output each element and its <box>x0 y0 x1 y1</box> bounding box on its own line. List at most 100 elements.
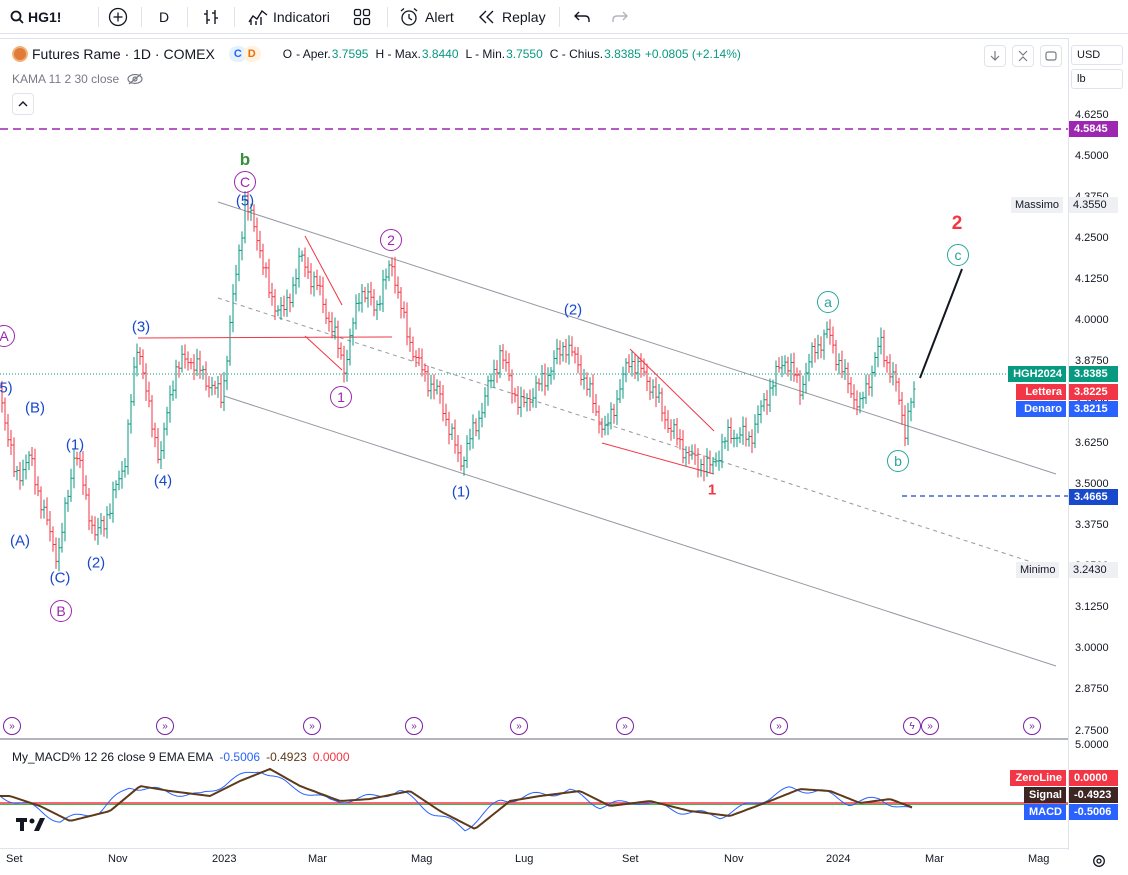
compare-button[interactable] <box>108 0 128 34</box>
high-value: 3.8440 <box>421 47 459 61</box>
event-marker-icon[interactable]: » <box>770 717 788 735</box>
wave-label-2-circle[interactable]: 2 <box>380 229 402 251</box>
interval-button[interactable]: D <box>159 0 169 34</box>
event-marker-icon[interactable]: » <box>616 717 634 735</box>
wave-label-b-paren[interactable]: (B) <box>25 399 45 417</box>
event-marker-icon[interactable]: » <box>303 717 321 735</box>
event-marker-icon[interactable]: » <box>921 717 939 735</box>
ohlc-bar <box>63 497 67 542</box>
dividend-marker-icon[interactable]: ϟ <box>903 717 921 735</box>
settings-gear-button[interactable] <box>1089 851 1109 871</box>
replay-label: Replay <box>502 9 546 25</box>
currency-select[interactable]: USD <box>1071 45 1123 65</box>
ohlc-bar <box>255 217 259 251</box>
ohlc-bar <box>837 353 841 375</box>
ohlc-bar <box>561 342 565 362</box>
wave-label-b-circle[interactable]: B <box>50 600 72 622</box>
ohlc-bar <box>9 429 13 455</box>
channel-lower-line <box>223 395 1057 667</box>
price-tick-label: 3.5000 <box>1075 478 1109 490</box>
event-marker-icon[interactable]: » <box>405 717 423 735</box>
ohlc-bar <box>714 452 718 467</box>
wave-label-2-paren[interactable]: (2) <box>86 554 106 572</box>
price-chart[interactable] <box>0 38 1068 848</box>
ohlc-bar <box>699 459 703 477</box>
tradingview-logo[interactable] <box>16 816 46 837</box>
ohlc-bar <box>474 418 478 437</box>
ohlc-bar <box>558 340 562 365</box>
replay-button[interactable]: Replay <box>478 0 546 34</box>
wave-label-a-circle-teal[interactable]: a <box>817 291 839 313</box>
eye-off-icon[interactable] <box>127 73 143 85</box>
chart-type-button[interactable] <box>202 0 220 34</box>
zeroline-value-tag: 0.0000 <box>1069 770 1118 786</box>
event-marker-icon[interactable]: » <box>3 717 21 735</box>
ohlc-bar <box>756 405 760 434</box>
wave-label-c-circle[interactable]: C <box>234 171 256 193</box>
wave-label-c-circle-teal[interactable]: c <box>947 244 969 266</box>
fullscreen-button[interactable] <box>1040 45 1062 67</box>
wave-label-3-paren[interactable]: (3) <box>131 318 151 336</box>
undo-button[interactable] <box>573 0 591 34</box>
time-axis[interactable] <box>0 848 1068 875</box>
signal-line <box>0 767 913 830</box>
ohlc-bar <box>480 402 484 428</box>
ohlc-bar <box>390 257 394 277</box>
layouts-button[interactable] <box>353 0 371 34</box>
event-marker-icon[interactable]: » <box>156 717 174 735</box>
move-down-button[interactable] <box>984 45 1006 67</box>
wave-label-2-paren-2[interactable]: (2) <box>563 301 583 319</box>
redo-button[interactable] <box>611 0 629 34</box>
ohlc-bar <box>801 375 805 400</box>
ohlc-bar <box>861 391 865 409</box>
wave-label-1-paren-2[interactable]: (1) <box>451 483 471 501</box>
ohlc-bar <box>249 203 253 221</box>
ohlc-bar <box>828 319 832 345</box>
wave-label-5-left[interactable]: 5) <box>0 379 13 397</box>
wave-label-red-1[interactable]: 1 <box>707 481 717 499</box>
ohlc-bar <box>291 276 295 308</box>
pane-separator[interactable] <box>0 738 1068 740</box>
ohlc-bar <box>813 338 817 363</box>
ohlc-bar <box>51 526 55 552</box>
maximize-pane-button[interactable] <box>1012 45 1034 67</box>
symbol-label: HG1! <box>28 9 62 25</box>
ohlc-bar <box>84 475 88 500</box>
ohlc-bar <box>237 244 241 282</box>
symbol-search-button[interactable]: HG1! <box>10 0 61 34</box>
macd-chart[interactable] <box>0 741 1068 847</box>
ohlc-bar <box>909 397 913 422</box>
collapse-legend-button[interactable] <box>12 93 34 115</box>
wave-label-5[interactable]: (5) <box>235 192 255 210</box>
wave-label-4-paren[interactable]: (4) <box>153 472 173 490</box>
ohlc-bar <box>351 317 355 346</box>
ohlc-bar <box>501 344 505 370</box>
ohlc-bar <box>162 422 166 459</box>
ohlc-bar <box>498 344 502 379</box>
price-bars <box>0 191 916 572</box>
time-tick-label: 2024 <box>826 853 851 865</box>
ohlc-bar <box>288 293 292 313</box>
ohlc-bar <box>450 423 454 441</box>
price-axis[interactable] <box>1068 38 1128 850</box>
alert-button[interactable]: Alert <box>399 0 454 34</box>
price-tick-label: 3.6250 <box>1075 437 1109 449</box>
wave-label-1-paren[interactable]: (1) <box>65 436 85 454</box>
ohlc-bar <box>114 480 118 499</box>
wave-label-b-circle-teal[interactable]: b <box>887 450 909 472</box>
event-marker-icon[interactable]: » <box>1023 717 1041 735</box>
indicators-button[interactable]: Indicatori <box>248 0 330 34</box>
wave-label-c-paren[interactable]: (C) <box>49 569 71 587</box>
event-marker-icon[interactable]: » <box>510 717 528 735</box>
unit-select[interactable]: lb <box>1071 69 1123 89</box>
ohlc-bar <box>864 374 868 404</box>
kama-legend[interactable]: KAMA 11 2 30 close <box>12 72 143 86</box>
ohlc-bar <box>855 390 859 416</box>
collapse-arrows-icon <box>1018 50 1028 62</box>
ohlc-bar <box>615 389 619 426</box>
wave-label-red-2[interactable]: 2 <box>951 213 963 234</box>
wave-label-1-circle[interactable]: 1 <box>330 386 352 408</box>
wave-label-b[interactable]: b <box>239 150 251 169</box>
wave-label-a-paren[interactable]: (A) <box>10 532 30 550</box>
ohlc-bar <box>270 282 274 306</box>
